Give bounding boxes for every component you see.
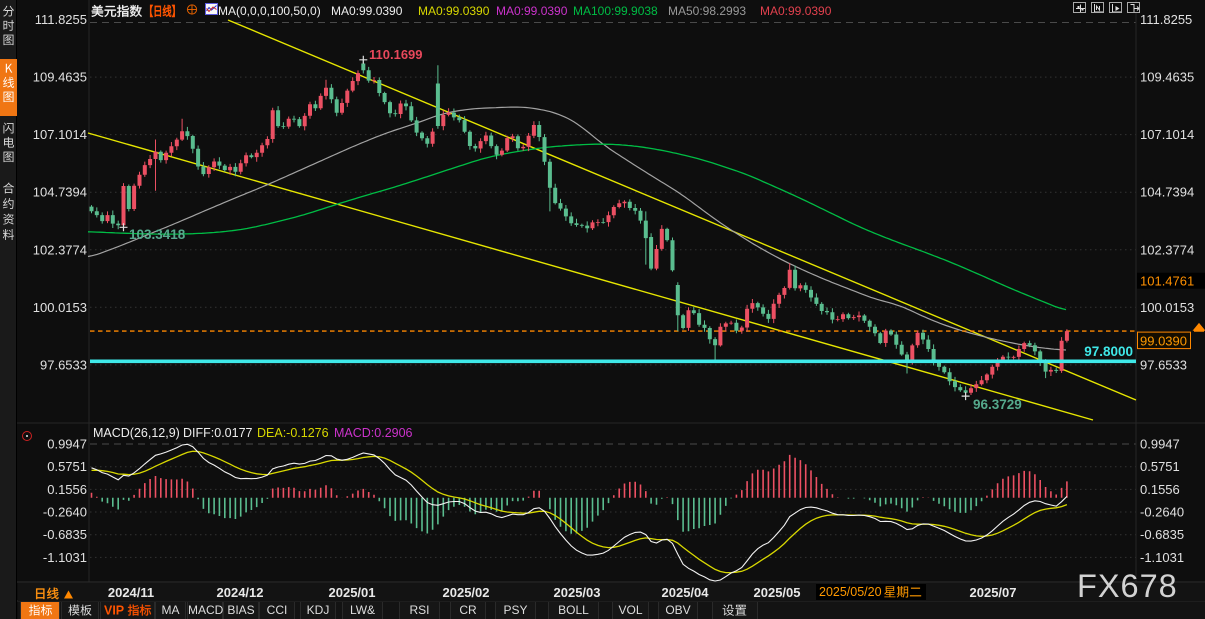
svg-text:110.1699: 110.1699 xyxy=(369,47,423,62)
svg-text:104.7394: 104.7394 xyxy=(1140,185,1194,200)
svg-text:-0.2640: -0.2640 xyxy=(43,505,87,520)
svg-text:0.5751: 0.5751 xyxy=(47,459,87,474)
svg-text:100.0153: 100.0153 xyxy=(33,300,87,315)
svg-text:97.6533: 97.6533 xyxy=(1140,357,1187,372)
svg-text:0.1556: 0.1556 xyxy=(47,482,87,497)
svg-text:-1.1031: -1.1031 xyxy=(43,550,87,565)
svg-text:-0.6835: -0.6835 xyxy=(43,527,87,542)
svg-text:97.8000: 97.8000 xyxy=(1084,344,1133,359)
svg-text:0.9947: 0.9947 xyxy=(47,437,87,452)
svg-text:111.8255: 111.8255 xyxy=(1140,12,1192,27)
svg-text:102.3774: 102.3774 xyxy=(1140,242,1194,257)
svg-text:107.1014: 107.1014 xyxy=(1140,127,1194,142)
svg-text:101.4761: 101.4761 xyxy=(1140,274,1194,289)
svg-text:100.0153: 100.0153 xyxy=(1140,300,1194,315)
svg-text:96.3729: 96.3729 xyxy=(973,397,1022,412)
svg-text:0.1556: 0.1556 xyxy=(1140,482,1180,497)
svg-text:104.7394: 104.7394 xyxy=(33,185,87,200)
svg-text:109.4635: 109.4635 xyxy=(33,70,87,85)
svg-text:107.1014: 107.1014 xyxy=(33,127,87,142)
svg-text:0.5751: 0.5751 xyxy=(1140,459,1180,474)
svg-text:0.9947: 0.9947 xyxy=(1140,437,1180,452)
svg-text:97.6533: 97.6533 xyxy=(40,357,87,372)
svg-text:-1.1031: -1.1031 xyxy=(1140,550,1184,565)
svg-text:99.0390: 99.0390 xyxy=(1140,334,1187,349)
svg-text:111.8255: 111.8255 xyxy=(35,12,87,27)
svg-text:-0.6835: -0.6835 xyxy=(1140,527,1184,542)
svg-text:109.4635: 109.4635 xyxy=(1140,70,1194,85)
svg-text:-0.2640: -0.2640 xyxy=(1140,505,1184,520)
svg-text:103.3418: 103.3418 xyxy=(129,227,186,242)
svg-text:102.3774: 102.3774 xyxy=(33,242,87,257)
